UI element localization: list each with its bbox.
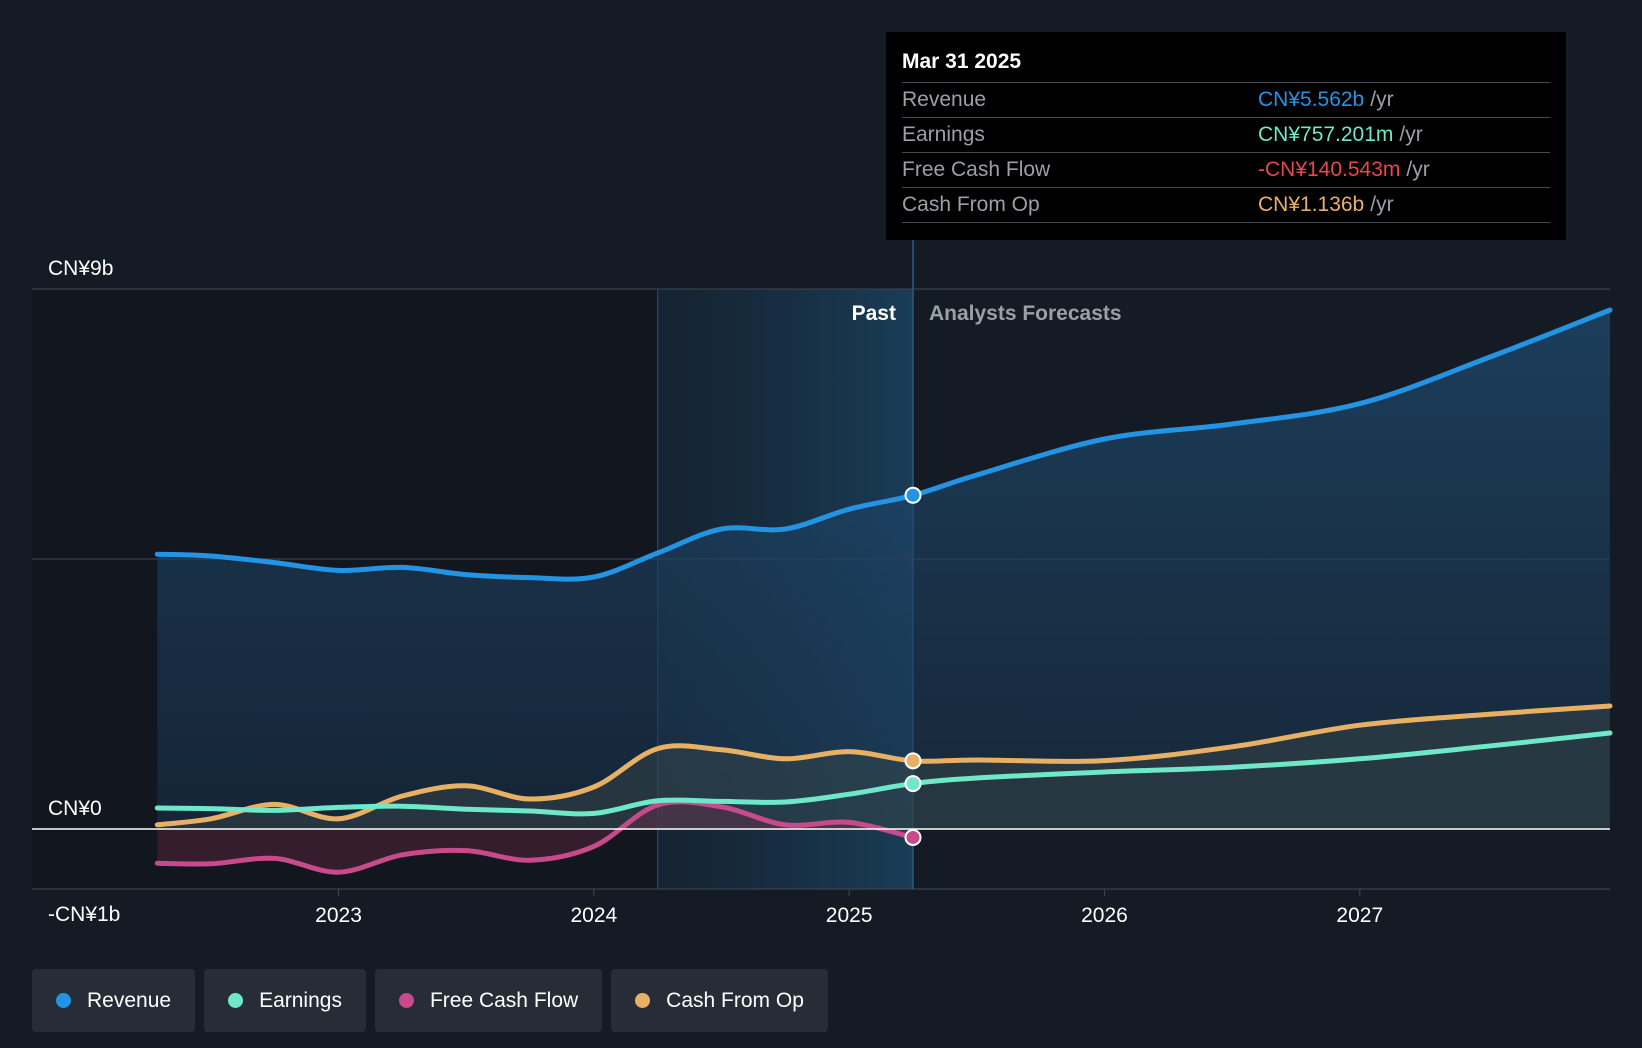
legend-item-cash-from-op[interactable]: Cash From Op (611, 969, 828, 1032)
tooltip-row-free-cash-flow: Free Cash Flow -CN¥140.543m /yr (902, 152, 1550, 187)
revenue-area (157, 310, 1610, 829)
y-tick-label: -CN¥1b (48, 903, 120, 926)
legend-dot-icon (635, 993, 651, 1008)
legend-label: Cash From Op (666, 988, 804, 1012)
tooltip-row-revenue: Revenue CN¥5.562b /yr (902, 82, 1550, 117)
y-tick-label: CN¥0 (48, 797, 102, 820)
legend: Revenue Earnings Free Cash Flow Cash Fro… (32, 969, 828, 1032)
tooltip-value: CN¥5.562b (1258, 88, 1365, 111)
tooltip-row-cash-from-op: Cash From Op CN¥1.136b /yr (902, 187, 1550, 223)
revenue-marker (904, 486, 922, 504)
tooltip-value: CN¥757.201m (1258, 123, 1394, 146)
earnings-line (154, 730, 1613, 817)
legend-dot-icon (228, 993, 244, 1008)
legend-label: Revenue (87, 988, 172, 1012)
tooltip-unit: /yr (1406, 158, 1430, 181)
free-cash-flow-area (157, 801, 913, 873)
tooltip: Mar 31 2025 Revenue CN¥5.562b /yr Earnin… (886, 32, 1566, 240)
x-tick-label: 2024 (570, 904, 617, 927)
tooltip-date: Mar 31 2025 (902, 50, 1022, 73)
cash-from-op-line (154, 703, 1613, 828)
legend-label: Earnings (259, 988, 342, 1012)
free-cash-flow-marker (904, 828, 922, 846)
tooltip-unit: /yr (1370, 193, 1394, 216)
tooltip-row-earnings: Earnings CN¥757.201m /yr (902, 117, 1550, 152)
past-label: Past (852, 302, 896, 325)
tooltip-value: -CN¥140.543m (1258, 158, 1401, 181)
tooltip-label: Earnings (902, 123, 985, 146)
tooltip-label: Revenue (902, 88, 987, 111)
x-tick-label: 2026 (1081, 904, 1128, 927)
x-tick-label: 2023 (315, 904, 362, 927)
legend-label: Free Cash Flow (429, 988, 579, 1012)
free-cash-flow-line (154, 799, 916, 875)
legend-item-revenue[interactable]: Revenue (32, 969, 196, 1032)
revenue-line (154, 307, 1613, 582)
forecast-label: Analysts Forecasts (929, 302, 1122, 325)
legend-dot-icon (56, 993, 71, 1008)
legend-dot-icon (398, 993, 414, 1008)
tooltip-value: CN¥1.136b (1258, 193, 1365, 216)
y-tick-label: CN¥9b (48, 257, 113, 280)
tooltip-label: Free Cash Flow (902, 158, 1051, 181)
x-tick-label: 2025 (826, 904, 873, 927)
legend-item-free-cash-flow[interactable]: Free Cash Flow (374, 969, 603, 1032)
legend-item-earnings[interactable]: Earnings (204, 969, 366, 1032)
tooltip-unit: /yr (1370, 88, 1394, 111)
earnings-marker (904, 775, 922, 793)
tooltip-unit: /yr (1399, 123, 1423, 146)
x-tick-label: 2027 (1336, 904, 1383, 927)
tooltip-label: Cash From Op (902, 193, 1040, 216)
cash-from-op-marker (904, 752, 922, 770)
